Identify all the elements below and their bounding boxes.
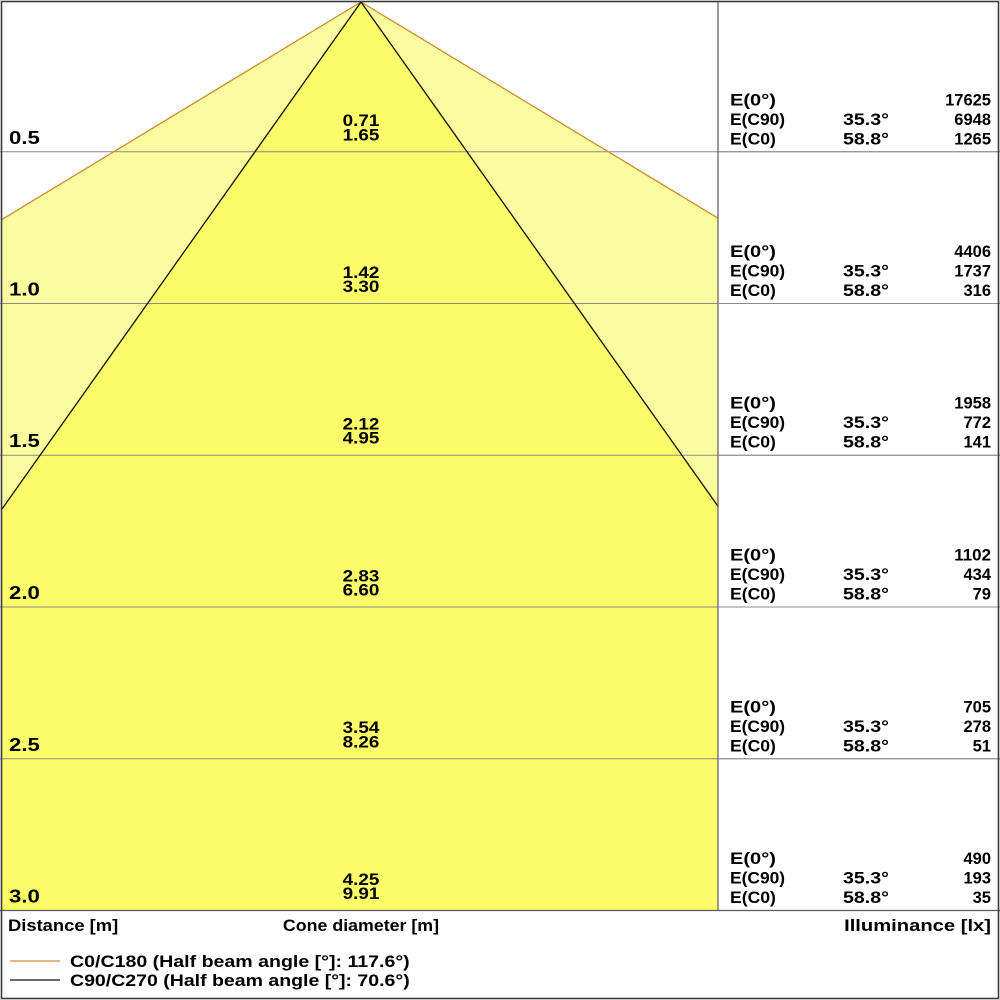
svg-text:1.5: 1.5	[9, 431, 40, 451]
svg-text:1.0: 1.0	[9, 280, 40, 300]
svg-text:705: 705	[964, 697, 992, 716]
svg-text:58.8°: 58.8°	[843, 281, 889, 300]
svg-text:58.8°: 58.8°	[843, 736, 889, 755]
svg-text:E(C0): E(C0)	[730, 736, 776, 755]
svg-text:35.3°: 35.3°	[843, 413, 889, 432]
svg-text:35.3°: 35.3°	[843, 869, 889, 888]
svg-text:E(C0): E(C0)	[730, 281, 776, 300]
svg-text:E(C90): E(C90)	[730, 565, 785, 584]
svg-text:E(0°): E(0°)	[730, 546, 776, 565]
svg-text:193: 193	[964, 869, 992, 888]
svg-text:C90/C270 (Half beam angle [°]:: C90/C270 (Half beam angle [°]: 70.6°)	[70, 971, 410, 990]
svg-text:1265: 1265	[954, 129, 991, 148]
svg-text:E(C90): E(C90)	[730, 110, 785, 129]
svg-text:278: 278	[964, 717, 992, 736]
svg-text:E(C90): E(C90)	[730, 262, 785, 281]
svg-text:1737: 1737	[954, 262, 991, 281]
svg-text:Illuminance [lx]: Illuminance [lx]	[844, 916, 991, 935]
svg-text:4.95: 4.95	[343, 429, 380, 448]
svg-text:E(C90): E(C90)	[730, 413, 785, 432]
svg-text:3.0: 3.0	[9, 887, 40, 907]
svg-text:8.26: 8.26	[343, 732, 380, 751]
svg-text:141: 141	[964, 433, 992, 452]
svg-text:17625: 17625	[945, 90, 991, 109]
svg-text:35.3°: 35.3°	[843, 262, 889, 281]
svg-text:9.91: 9.91	[343, 884, 380, 903]
svg-text:316: 316	[964, 281, 992, 300]
svg-text:4406: 4406	[954, 242, 991, 261]
svg-text:58.8°: 58.8°	[843, 585, 889, 604]
svg-text:51: 51	[973, 736, 991, 755]
svg-text:6948: 6948	[954, 110, 991, 129]
svg-text:2.5: 2.5	[9, 735, 40, 755]
svg-text:E(C0): E(C0)	[730, 888, 776, 907]
svg-text:35.3°: 35.3°	[843, 565, 889, 584]
svg-text:E(0°): E(0°)	[730, 849, 776, 868]
svg-text:58.8°: 58.8°	[843, 888, 889, 907]
svg-text:E(C90): E(C90)	[730, 869, 785, 888]
svg-text:Distance [m]: Distance [m]	[8, 916, 118, 935]
svg-text:E(0°): E(0°)	[730, 242, 776, 261]
svg-text:1.65: 1.65	[343, 125, 380, 144]
svg-text:58.8°: 58.8°	[843, 129, 889, 148]
svg-text:58.8°: 58.8°	[843, 433, 889, 452]
svg-text:6.60: 6.60	[343, 581, 380, 600]
svg-text:79: 79	[973, 585, 991, 604]
svg-text:C0/C180 (Half beam angle [°]:: C0/C180 (Half beam angle [°]: 117.6°)	[70, 952, 410, 971]
svg-text:E(0°): E(0°)	[730, 697, 776, 716]
svg-text:2.0: 2.0	[9, 583, 40, 603]
svg-text:434: 434	[964, 565, 992, 584]
svg-text:1958: 1958	[954, 394, 991, 413]
svg-text:E(C0): E(C0)	[730, 129, 776, 148]
svg-text:772: 772	[964, 413, 992, 432]
svg-text:35.3°: 35.3°	[843, 717, 889, 736]
svg-text:490: 490	[964, 849, 992, 868]
svg-text:E(C0): E(C0)	[730, 585, 776, 604]
svg-text:3.30: 3.30	[343, 277, 380, 296]
svg-text:0.5: 0.5	[9, 128, 40, 148]
svg-text:35.3°: 35.3°	[843, 110, 889, 129]
svg-text:35: 35	[973, 888, 991, 907]
svg-text:1102: 1102	[954, 546, 991, 565]
svg-text:E(C0): E(C0)	[730, 433, 776, 452]
svg-text:E(C90): E(C90)	[730, 717, 785, 736]
svg-text:E(0°): E(0°)	[730, 394, 776, 413]
svg-text:Cone diameter [m]: Cone diameter [m]	[283, 916, 439, 935]
svg-text:E(0°): E(0°)	[730, 90, 776, 109]
